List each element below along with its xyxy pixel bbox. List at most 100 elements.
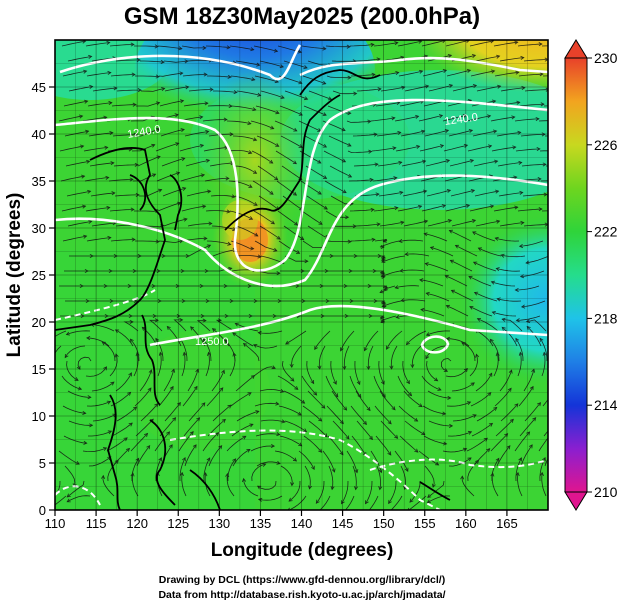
streamline-arrowhead	[179, 471, 184, 477]
streamline-arrowhead	[367, 119, 372, 124]
streamline	[523, 369, 535, 392]
streamline-arrowhead	[192, 444, 197, 449]
streamline-arrowhead	[407, 392, 413, 397]
streamline	[490, 116, 515, 122]
streamline-arrowhead	[315, 511, 318, 514]
streamline	[370, 117, 395, 122]
streamline	[418, 115, 443, 122]
streamline	[519, 417, 537, 437]
streamline-arrowhead	[448, 229, 453, 234]
streamline-arrowhead	[82, 410, 87, 415]
streamline-arrowhead	[128, 372, 132, 377]
streamline-arrowhead	[78, 114, 84, 119]
streamline	[424, 233, 448, 242]
y-tick-label: 0	[39, 503, 46, 518]
streamline	[421, 375, 442, 391]
streamline-arrowhead	[274, 176, 279, 181]
streamline	[135, 240, 160, 243]
streamline	[253, 344, 278, 349]
streamline-arrowhead	[270, 220, 275, 225]
streamline	[514, 118, 539, 122]
dashed-contours	[55, 289, 548, 510]
streamline-arrowhead	[380, 380, 385, 385]
streamline-arrowhead	[273, 48, 279, 53]
streamline	[405, 253, 430, 257]
streamline	[380, 270, 401, 278]
streamline-arrowhead	[495, 457, 500, 462]
streamline	[494, 388, 512, 407]
streamline	[108, 179, 133, 182]
streamline	[394, 450, 409, 472]
streamline	[137, 128, 160, 137]
streamline-arrowhead	[501, 326, 506, 331]
streamline	[181, 352, 186, 377]
streamline-arrowhead	[347, 239, 352, 244]
streamline	[213, 90, 237, 93]
streamline	[236, 255, 261, 258]
streamline-arrowhead	[369, 435, 373, 441]
streamline-arrowhead	[110, 161, 115, 166]
streamline-arrowhead	[318, 448, 323, 453]
streamline	[355, 390, 371, 411]
streamline	[493, 41, 518, 47]
streamline	[163, 218, 187, 227]
streamline	[349, 375, 362, 398]
streamline	[376, 270, 385, 275]
streamline	[58, 450, 80, 465]
streamline	[394, 115, 419, 122]
streamline	[473, 160, 498, 167]
streamline-arrowhead	[423, 219, 429, 224]
streamline-arrowhead	[318, 417, 323, 422]
streamline-arrowhead	[495, 189, 500, 194]
streamline-arrowhead	[476, 318, 482, 322]
streamline-arrowhead	[156, 101, 161, 106]
streamline-arrowhead	[327, 96, 333, 101]
streamline-arrowhead	[487, 144, 493, 149]
streamline-arrowhead	[203, 72, 208, 77]
streamline	[67, 56, 92, 62]
streamline-arrowhead	[394, 285, 399, 290]
streamline	[314, 330, 331, 350]
streamline-arrowhead	[444, 275, 449, 279]
streamline	[401, 160, 426, 167]
streamline-arrowhead	[495, 351, 500, 357]
streamline	[542, 75, 548, 77]
streamline	[524, 402, 541, 422]
streamline	[64, 130, 89, 137]
streamline	[497, 298, 522, 302]
streamline	[499, 57, 524, 62]
streamline	[345, 495, 355, 510]
streamline	[259, 60, 284, 68]
streamline	[196, 320, 211, 332]
streamline	[277, 375, 299, 390]
streamline	[501, 327, 518, 347]
streamline	[381, 255, 406, 263]
streamline-arrowhead	[515, 471, 520, 477]
streamline-arrowhead	[496, 54, 501, 59]
streamline-arrowhead	[207, 351, 212, 357]
streamline-arrowhead	[362, 420, 367, 426]
streamline	[136, 445, 151, 467]
streamline	[449, 230, 472, 242]
streamline	[88, 430, 112, 437]
streamline	[253, 45, 278, 52]
streamline	[461, 342, 476, 362]
streamline-arrowhead	[168, 444, 173, 449]
streamline	[419, 145, 444, 152]
streamline	[379, 221, 404, 227]
coastlines	[55, 69, 451, 510]
streamline-arrowhead	[131, 72, 136, 77]
streamline	[491, 281, 516, 287]
streamline	[521, 300, 546, 308]
streamline	[379, 240, 400, 248]
streamline	[308, 420, 328, 438]
streamline-arrowhead	[450, 289, 455, 294]
streamline	[327, 435, 344, 456]
streamline-arrowhead	[490, 280, 495, 285]
streamline-arrowhead	[398, 160, 403, 165]
streamline-arrowhead	[270, 443, 276, 449]
streamline	[86, 237, 111, 242]
streamline	[232, 332, 254, 347]
streamline	[469, 306, 493, 317]
